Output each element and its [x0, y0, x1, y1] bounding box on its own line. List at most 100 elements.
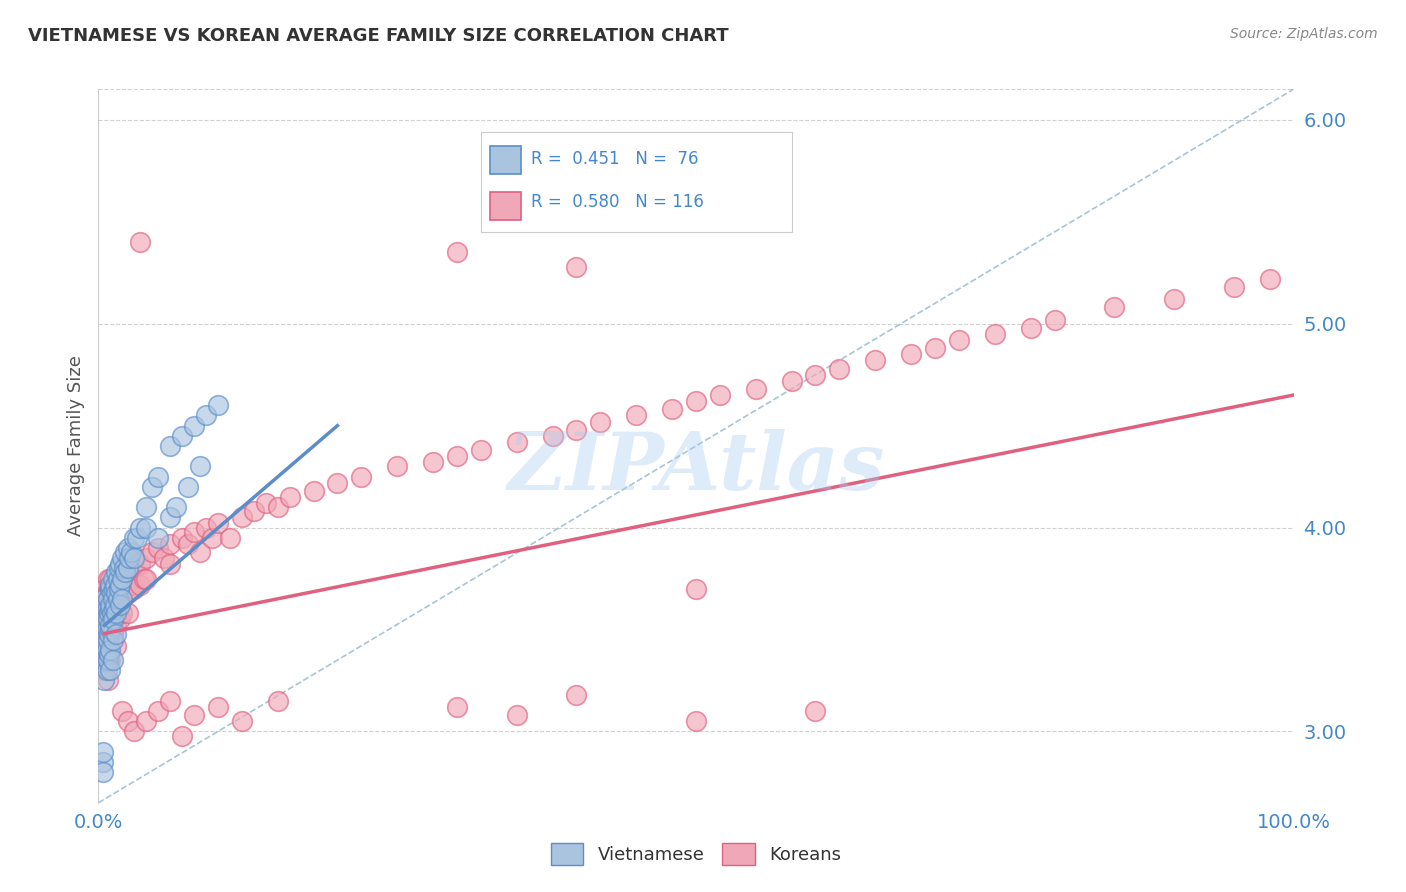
- Point: [948, 333, 970, 347]
- Point: [98, 647, 121, 661]
- Point: [105, 606, 128, 620]
- Point: [129, 577, 152, 591]
- Point: [107, 598, 129, 612]
- Point: [98, 626, 121, 640]
- Point: [172, 729, 194, 743]
- Point: [124, 531, 146, 545]
- Point: [863, 353, 886, 368]
- Point: [661, 402, 683, 417]
- Point: [105, 586, 128, 600]
- Point: [96, 626, 118, 640]
- Point: [165, 500, 187, 515]
- Point: [983, 326, 1005, 341]
- Point: [97, 612, 120, 626]
- Point: [107, 561, 129, 575]
- Point: [97, 591, 120, 606]
- Point: [302, 483, 325, 498]
- Point: [104, 602, 127, 616]
- Point: [207, 398, 229, 412]
- Point: [1163, 292, 1185, 306]
- Point: [104, 598, 127, 612]
- Y-axis label: Average Family Size: Average Family Size: [66, 356, 84, 536]
- Point: [267, 500, 290, 515]
- Point: [1102, 301, 1125, 315]
- Point: [135, 714, 157, 729]
- Point: [94, 598, 117, 612]
- Point: [93, 623, 115, 637]
- Point: [231, 510, 253, 524]
- Point: [114, 566, 136, 580]
- Point: [207, 700, 229, 714]
- Point: [101, 612, 124, 626]
- Point: [111, 572, 134, 586]
- Point: [278, 490, 301, 504]
- Point: [470, 443, 492, 458]
- Point: [148, 469, 170, 483]
- Point: [97, 591, 120, 606]
- Point: [94, 618, 117, 632]
- Point: [183, 708, 205, 723]
- Point: [148, 541, 170, 555]
- Point: [96, 643, 118, 657]
- Point: [97, 572, 120, 586]
- Point: [112, 561, 135, 575]
- Point: [1019, 320, 1042, 334]
- Point: [107, 577, 129, 591]
- Point: [624, 409, 647, 423]
- Point: [506, 708, 529, 723]
- Point: [153, 551, 176, 566]
- Point: [96, 663, 118, 677]
- Point: [565, 423, 588, 437]
- Point: [219, 531, 242, 545]
- Point: [108, 577, 131, 591]
- Point: [100, 618, 122, 632]
- Point: [100, 598, 122, 612]
- Point: [194, 520, 217, 534]
- Point: [91, 765, 114, 780]
- Point: [111, 606, 134, 620]
- Point: [1222, 280, 1246, 294]
- Point: [446, 449, 468, 463]
- Point: [98, 606, 121, 620]
- Point: [135, 572, 157, 586]
- Point: [177, 537, 200, 551]
- Point: [96, 602, 118, 616]
- Point: [172, 531, 194, 545]
- Point: [93, 591, 115, 606]
- Point: [135, 551, 157, 566]
- Point: [104, 577, 127, 591]
- Point: [685, 394, 707, 409]
- Point: [98, 612, 122, 626]
- Point: [124, 551, 146, 566]
- Point: [141, 480, 163, 494]
- Point: [135, 520, 157, 534]
- Point: [93, 612, 115, 626]
- Point: [243, 504, 266, 518]
- Point: [103, 582, 125, 596]
- Point: [194, 409, 217, 423]
- Point: [101, 626, 124, 640]
- Point: [93, 643, 115, 657]
- Point: [107, 591, 129, 606]
- Point: [111, 704, 134, 718]
- Point: [111, 566, 134, 580]
- Point: [93, 582, 115, 596]
- Point: [93, 653, 115, 667]
- Point: [745, 382, 768, 396]
- Point: [685, 582, 707, 596]
- Point: [100, 586, 122, 600]
- Point: [98, 582, 122, 596]
- Point: [96, 586, 118, 600]
- Point: [93, 602, 115, 616]
- Point: [117, 561, 139, 575]
- Point: [105, 577, 128, 591]
- Point: [101, 653, 124, 667]
- Point: [141, 545, 163, 559]
- Point: [124, 582, 146, 596]
- Point: [804, 368, 827, 382]
- Point: [125, 531, 148, 545]
- Point: [98, 582, 121, 596]
- Point: [98, 591, 122, 606]
- Point: [97, 673, 120, 688]
- Point: [780, 374, 803, 388]
